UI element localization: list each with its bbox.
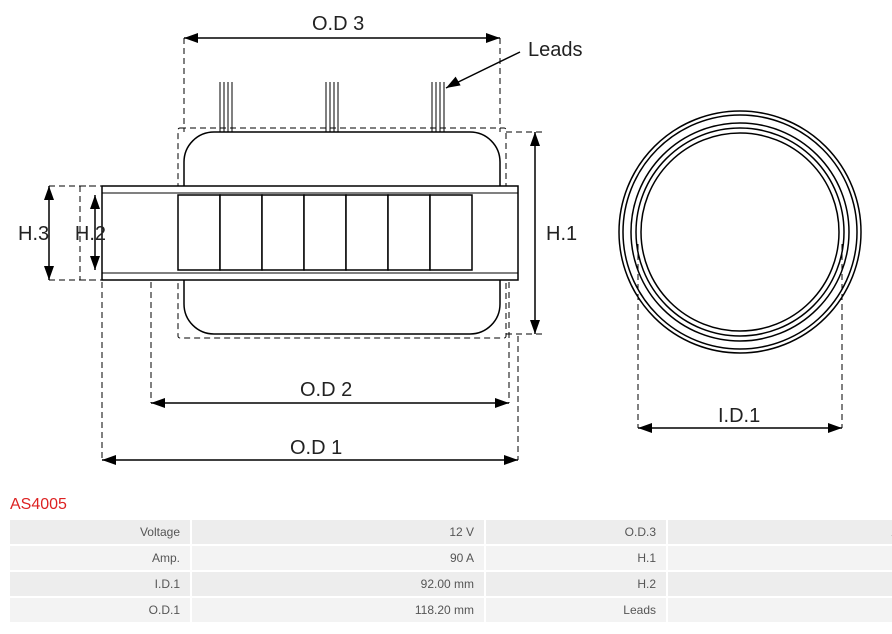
- spec-value: 12 V: [192, 520, 484, 544]
- spec-value: 90 A: [192, 546, 484, 570]
- spec-label: H.2: [486, 572, 666, 596]
- leads-label: Leads: [528, 39, 583, 61]
- dim-h1: H.1: [546, 223, 577, 245]
- dim-od1: O.D 1: [290, 437, 342, 459]
- spec-value: 92.00 mm: [192, 572, 484, 596]
- spec-label: O.D.3: [486, 520, 666, 544]
- datasheet: Leads O.D 3 O.D 2 O.D 1 H.1 H.2 H.3: [0, 0, 892, 634]
- spec-value: 3 qty.: [668, 598, 892, 622]
- spec-label: Voltage: [10, 520, 190, 544]
- part-number: AS4005: [10, 496, 67, 514]
- specs-table: Voltage 12 V O.D.3 110.00 mm Amp. 90 A H…: [8, 518, 892, 624]
- leads: [220, 82, 444, 133]
- coils: [178, 195, 472, 270]
- spec-value: 118.20 mm: [192, 598, 484, 622]
- table-row: Amp. 90 A H.1 65.50 mm: [10, 546, 892, 570]
- dim-id1: I.D.1: [718, 405, 760, 427]
- spec-label: O.D.1: [10, 598, 190, 622]
- dim-od3: O.D 3: [312, 13, 364, 35]
- table-row: I.D.1 92.00 mm H.2 29.00 mm: [10, 572, 892, 596]
- spec-value: 65.50 mm: [668, 546, 892, 570]
- table-row: O.D.1 118.20 mm Leads 3 qty.: [10, 598, 892, 622]
- spec-label: Leads: [486, 598, 666, 622]
- spec-value: 110.00 mm: [668, 520, 892, 544]
- spec-value: 29.00 mm: [668, 572, 892, 596]
- diagram: Leads O.D 3 O.D 2 O.D 1 H.1 H.2 H.3: [0, 0, 892, 500]
- table-row: Voltage 12 V O.D.3 110.00 mm: [10, 520, 892, 544]
- spec-label: I.D.1: [10, 572, 190, 596]
- spec-label: Amp.: [10, 546, 190, 570]
- dim-od2: O.D 2: [300, 379, 352, 401]
- dim-h2: H.2: [75, 223, 106, 245]
- top-view: [619, 111, 861, 353]
- spec-label: H.1: [486, 546, 666, 570]
- dim-h3: H.3: [18, 223, 49, 245]
